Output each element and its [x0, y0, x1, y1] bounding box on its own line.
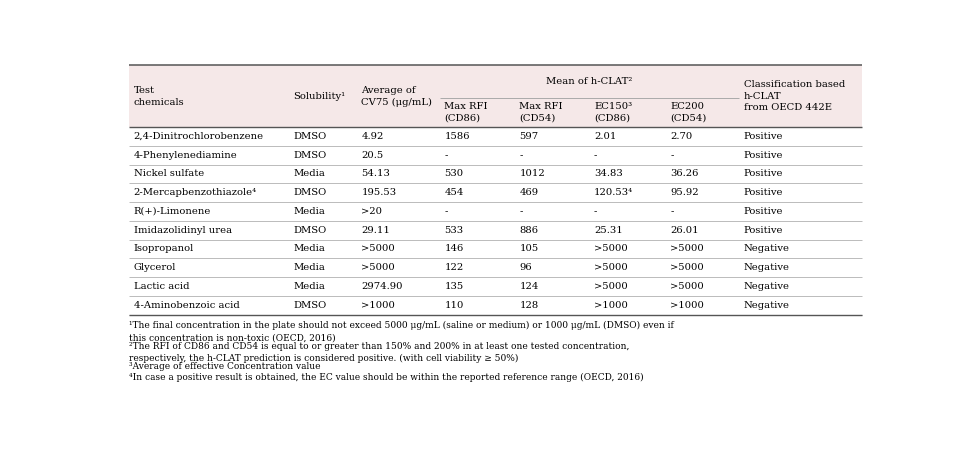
Text: 25.31: 25.31 — [593, 226, 622, 235]
Text: ³Average of effective Concentration value: ³Average of effective Concentration valu… — [129, 362, 320, 372]
Text: Positive: Positive — [743, 226, 782, 235]
Text: 26.01: 26.01 — [670, 226, 699, 235]
Text: DMSO: DMSO — [293, 151, 326, 160]
Text: DMSO: DMSO — [293, 188, 326, 197]
Text: -: - — [593, 207, 597, 216]
Text: EC200
(CD54): EC200 (CD54) — [670, 102, 706, 123]
Text: 2.01: 2.01 — [593, 132, 616, 141]
Text: 4-Aminobenzoic acid: 4-Aminobenzoic acid — [134, 300, 239, 310]
Text: >5000: >5000 — [593, 263, 628, 272]
Text: 20.5: 20.5 — [361, 151, 383, 160]
Text: >1000: >1000 — [593, 300, 628, 310]
Text: Media: Media — [293, 244, 325, 254]
Text: Nickel sulfate: Nickel sulfate — [134, 169, 204, 178]
Text: Solubility¹: Solubility¹ — [293, 92, 345, 101]
Text: 135: 135 — [444, 282, 463, 291]
Text: -: - — [519, 207, 522, 216]
Text: >5000: >5000 — [593, 282, 628, 291]
Text: 124: 124 — [519, 282, 538, 291]
Text: Media: Media — [293, 282, 325, 291]
Text: >5000: >5000 — [361, 263, 395, 272]
Text: Positive: Positive — [743, 169, 782, 178]
Text: 2.70: 2.70 — [670, 132, 692, 141]
Text: ⁴In case a positive result is obtained, the EC value should be within the report: ⁴In case a positive result is obtained, … — [129, 373, 643, 382]
Text: DMSO: DMSO — [293, 226, 326, 235]
Text: 29.11: 29.11 — [361, 226, 390, 235]
Text: 530: 530 — [444, 169, 463, 178]
Text: 597: 597 — [519, 132, 538, 141]
Text: 120.53⁴: 120.53⁴ — [593, 188, 632, 197]
Text: >5000: >5000 — [670, 263, 703, 272]
Text: 4.92: 4.92 — [361, 132, 383, 141]
Text: -: - — [670, 151, 673, 160]
Text: 1586: 1586 — [444, 132, 469, 141]
Text: EC150³
(CD86): EC150³ (CD86) — [593, 102, 631, 123]
Text: Positive: Positive — [743, 188, 782, 197]
Text: 533: 533 — [444, 226, 463, 235]
Text: Positive: Positive — [743, 207, 782, 216]
Text: Media: Media — [293, 169, 325, 178]
Text: DMSO: DMSO — [293, 300, 326, 310]
Text: Media: Media — [293, 207, 325, 216]
Text: -: - — [444, 207, 447, 216]
Text: >1000: >1000 — [361, 300, 395, 310]
Text: 122: 122 — [444, 263, 463, 272]
Text: Glycerol: Glycerol — [134, 263, 176, 272]
Text: -: - — [670, 207, 673, 216]
Text: 54.13: 54.13 — [361, 169, 390, 178]
Text: Positive: Positive — [743, 132, 782, 141]
Text: DMSO: DMSO — [293, 132, 326, 141]
Text: 2,4-Dinitrochlorobenzene: 2,4-Dinitrochlorobenzene — [134, 132, 263, 141]
Text: R(+)-Limonene: R(+)-Limonene — [134, 207, 210, 216]
Text: ²The RFI of CD86 and CD54 is equal to or greater than 150% and 200% in at least : ²The RFI of CD86 and CD54 is equal to or… — [129, 342, 628, 363]
Text: 469: 469 — [519, 188, 538, 197]
Text: Media: Media — [293, 263, 325, 272]
Text: 96: 96 — [519, 263, 531, 272]
Text: 4-Phenylenediamine: 4-Phenylenediamine — [134, 151, 237, 160]
Text: >5000: >5000 — [593, 244, 628, 254]
Text: Negative: Negative — [743, 244, 789, 254]
Text: 2974.90: 2974.90 — [361, 282, 403, 291]
Text: ¹The final concentration in the plate should not exceed 5000 μg/mL (saline or me: ¹The final concentration in the plate sh… — [129, 321, 674, 342]
Text: Negative: Negative — [743, 263, 789, 272]
Text: >5000: >5000 — [670, 244, 703, 254]
Text: 128: 128 — [519, 300, 538, 310]
Text: Negative: Negative — [743, 282, 789, 291]
Text: Imidazolidinyl urea: Imidazolidinyl urea — [134, 226, 232, 235]
Text: Isopropanol: Isopropanol — [134, 244, 194, 254]
Text: 454: 454 — [444, 188, 463, 197]
Text: 1012: 1012 — [519, 169, 544, 178]
Text: Lactic acid: Lactic acid — [134, 282, 189, 291]
Bar — [129, 65, 861, 127]
Text: Max RFI
(CD86): Max RFI (CD86) — [444, 102, 487, 123]
Text: 2-Mercapbenzothiazole⁴: 2-Mercapbenzothiazole⁴ — [134, 188, 257, 197]
Text: 110: 110 — [444, 300, 463, 310]
Text: -: - — [444, 151, 447, 160]
Text: 95.92: 95.92 — [670, 188, 699, 197]
Text: Negative: Negative — [743, 300, 789, 310]
Text: Classification based
h-CLAT
from OECD 442E: Classification based h-CLAT from OECD 44… — [743, 80, 844, 112]
Text: Test
chemicals: Test chemicals — [134, 86, 185, 107]
Text: >5000: >5000 — [361, 244, 395, 254]
Text: 886: 886 — [519, 226, 537, 235]
Text: Average of
CV75 (μg/mL): Average of CV75 (μg/mL) — [361, 86, 431, 107]
Text: Positive: Positive — [743, 151, 782, 160]
Text: -: - — [519, 151, 522, 160]
Text: -: - — [593, 151, 597, 160]
Text: 34.83: 34.83 — [593, 169, 622, 178]
Text: 146: 146 — [444, 244, 463, 254]
Text: >5000: >5000 — [670, 282, 703, 291]
Text: >20: >20 — [361, 207, 382, 216]
Text: Mean of h-CLAT²: Mean of h-CLAT² — [546, 77, 632, 86]
Text: 195.53: 195.53 — [361, 188, 396, 197]
Text: >1000: >1000 — [670, 300, 703, 310]
Text: Max RFI
(CD54): Max RFI (CD54) — [519, 102, 562, 123]
Text: 105: 105 — [519, 244, 538, 254]
Text: 36.26: 36.26 — [670, 169, 698, 178]
